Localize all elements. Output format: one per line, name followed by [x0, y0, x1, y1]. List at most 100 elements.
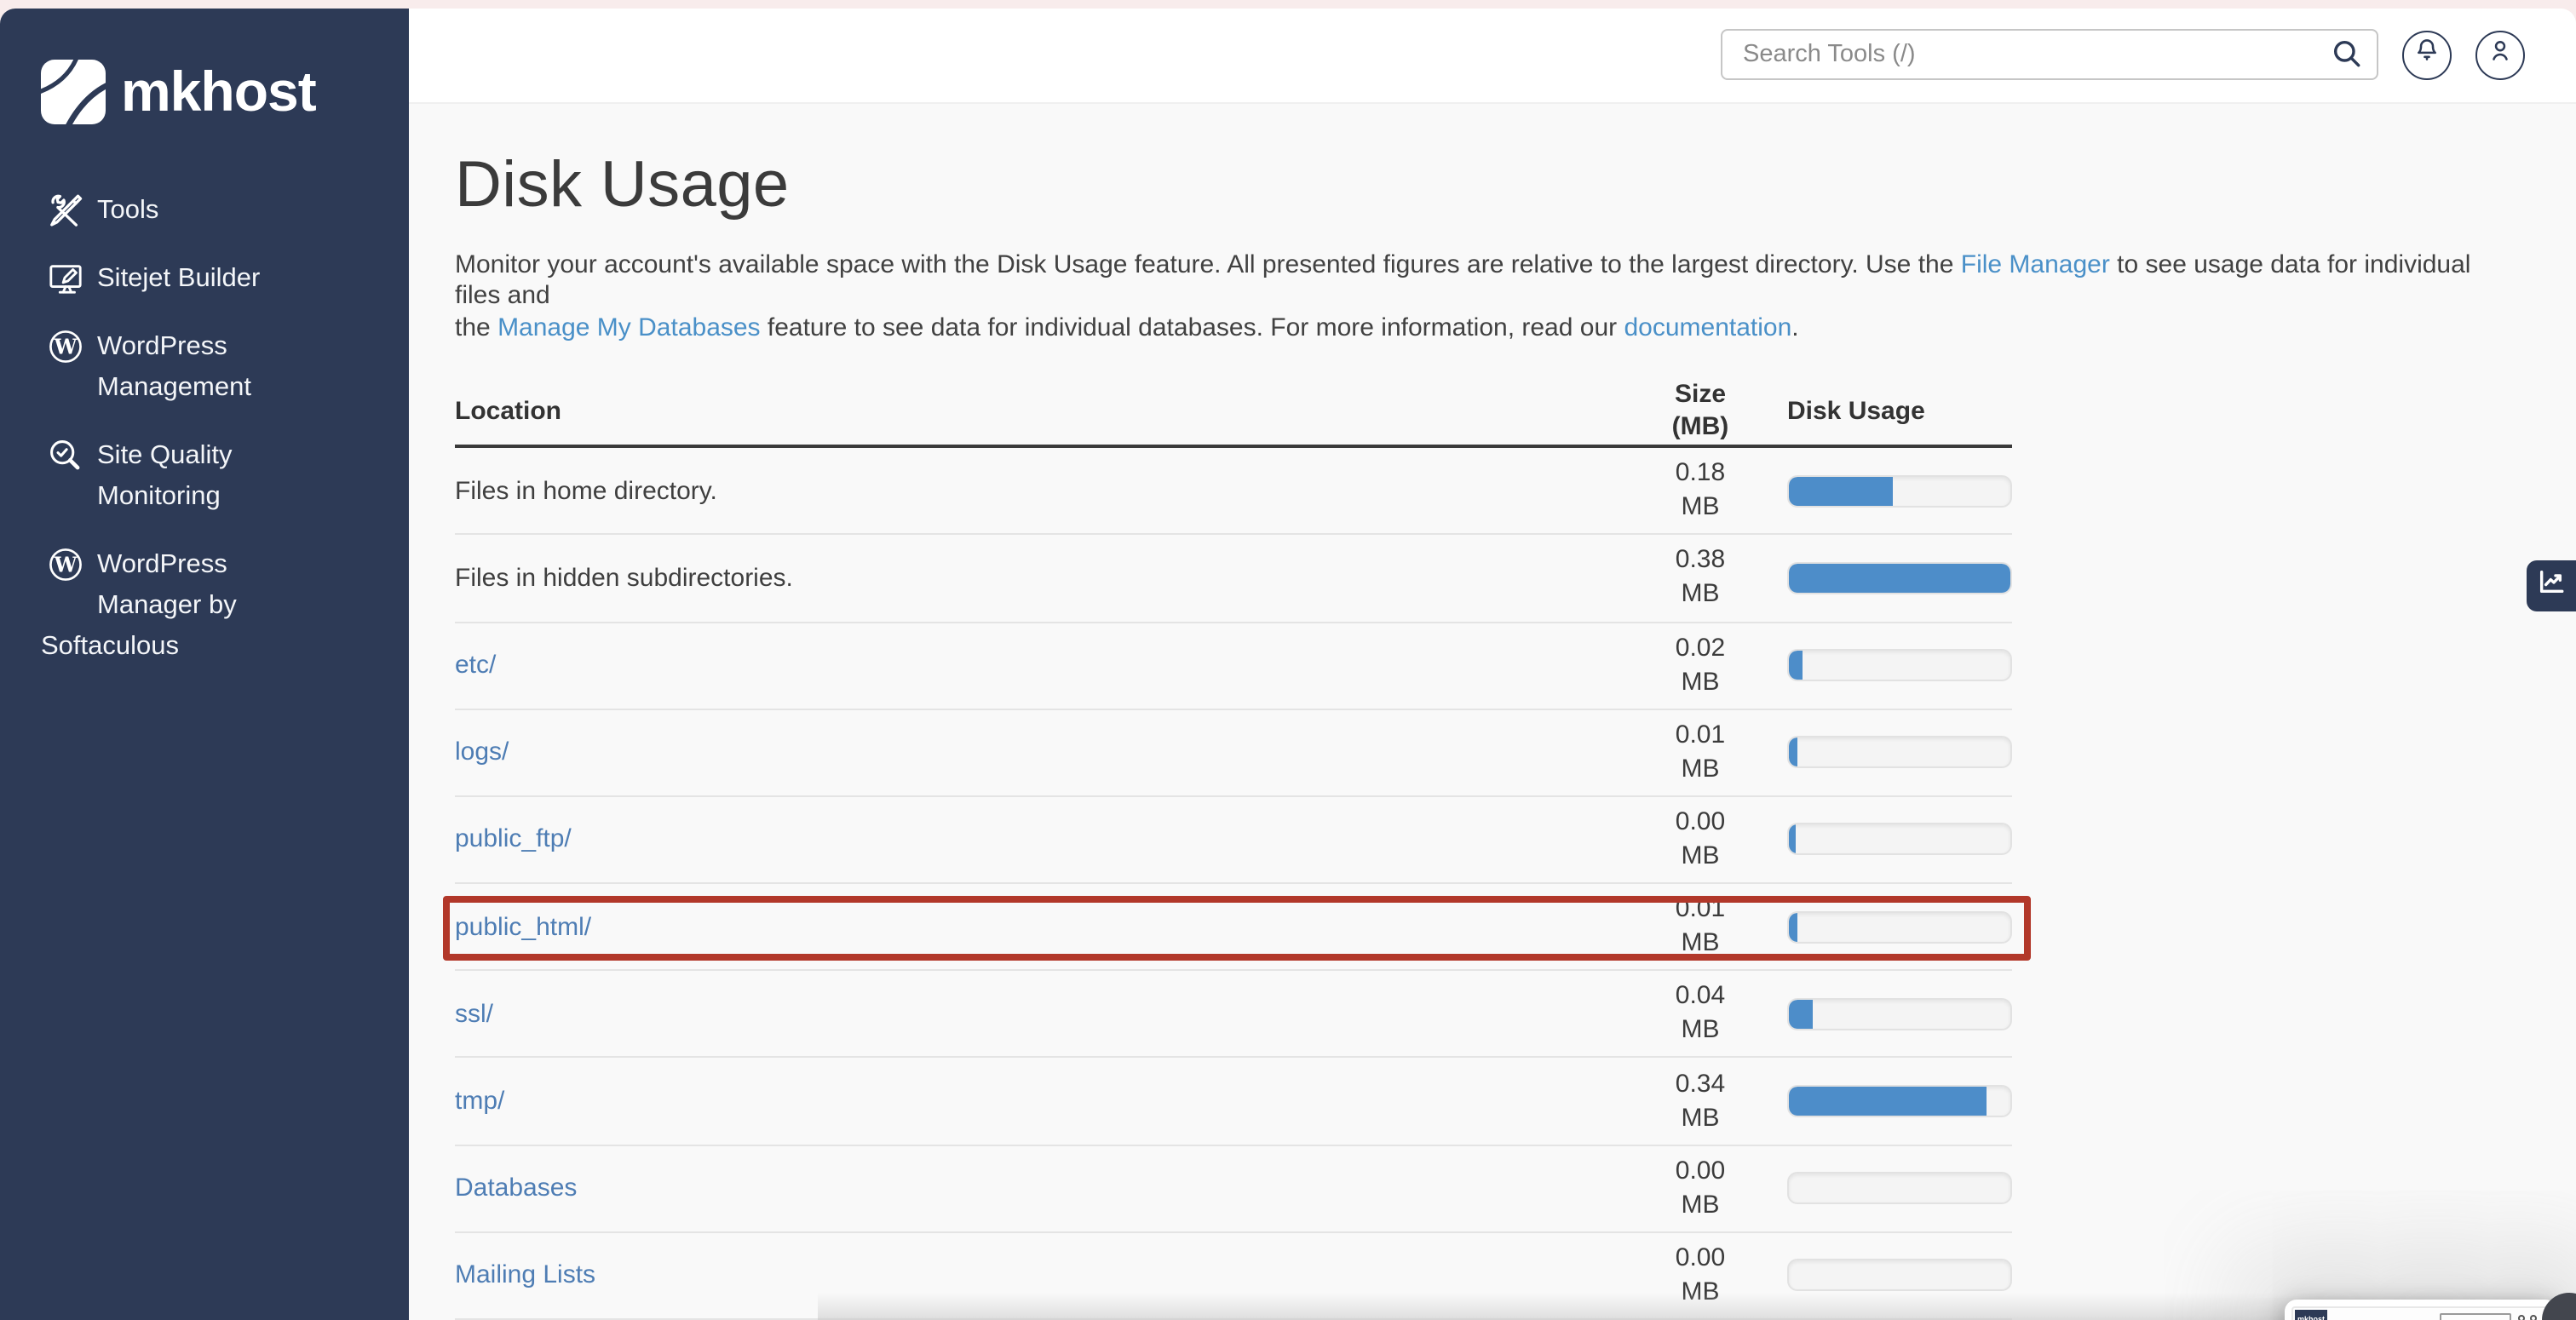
size-value: 0.04 MB	[1675, 981, 1726, 1045]
disk-usage-bar	[1787, 823, 2012, 856]
description-text: feature to see data for individual datab…	[760, 313, 1624, 342]
location-label: Files in home directory.	[455, 476, 717, 506]
size-value: 0.02 MB	[1675, 633, 1726, 697]
metrics-slideout-tab[interactable]	[2527, 560, 2576, 611]
sidebar-item-label: WordPress	[97, 332, 227, 361]
location-link[interactable]: logs/	[455, 737, 509, 767]
location-link[interactable]: public_ftp/	[455, 824, 572, 854]
sidebar-nav: Tools Sitejet Builder W WordPress Managem…	[0, 124, 409, 668]
disk-usage-bar	[1787, 1085, 2012, 1118]
location-link[interactable]: ssl/	[455, 999, 493, 1029]
page-description: Monitor your account's available space w…	[455, 250, 2521, 344]
account-button[interactable]	[2475, 30, 2525, 80]
sidebar-item-sitejet-builder[interactable]: Sitejet Builder	[0, 259, 409, 300]
sidebar-item-label: WordPress	[97, 550, 227, 579]
table-row: public_ftp/ 0.00 MB	[455, 797, 2012, 885]
sidebar-item-label: Tools	[97, 196, 159, 225]
tools-icon	[48, 192, 83, 228]
sidebar-item-label: Softaculous	[41, 632, 179, 661]
brand-name: mkhost	[121, 60, 317, 123]
table-row: logs/ 0.01 MB	[455, 709, 2012, 797]
location-link[interactable]: Mailing Lists	[455, 1260, 596, 1290]
header-size: Size (MB)	[1671, 380, 1729, 442]
disk-usage-fill	[1789, 563, 2010, 593]
doc-link[interactable]: documentation	[1624, 313, 1792, 342]
description-text: the	[455, 313, 498, 342]
site-quality-icon	[48, 438, 83, 473]
sidebar-item-label: Sitejet Builder	[97, 264, 261, 293]
disk-usage-bar	[1787, 997, 2012, 1030]
location-link[interactable]: public_html/	[455, 912, 592, 942]
sidebar-item-site-quality-monitoring[interactable]: Site Quality Monitoring	[0, 436, 409, 518]
sidebar-item-tools[interactable]: Tools	[0, 191, 409, 232]
table-row: etc/ 0.02 MB	[455, 623, 2012, 710]
sidebar-item-label: Management	[97, 373, 251, 402]
disk-usage-bar	[1787, 649, 2012, 682]
description-text: to see usage data for individual files a…	[455, 250, 2471, 311]
user-icon	[2486, 37, 2515, 74]
disk-usage-table: Location Size (MB) Disk Usage Files in h…	[443, 376, 2031, 1320]
table-row: Databases 0.00 MB	[455, 1145, 2012, 1233]
sidebar-item-label: Site Quality	[97, 441, 233, 470]
table-row: Files in home directory. 0.18 MB	[455, 448, 2012, 536]
sitejet-builder-icon	[48, 261, 83, 296]
disk-usage-fill	[1789, 999, 1814, 1029]
table-row: Files in hidden subdirectories. 0.38 MB	[455, 536, 2012, 623]
table-row: tmp/ 0.34 MB	[455, 1059, 2012, 1146]
size-value: 0.34 MB	[1675, 1069, 1726, 1133]
disk-usage-bar	[1787, 561, 2012, 594]
disk-usage-fill	[1789, 651, 1803, 680]
thumbnail-search-bar	[2440, 1313, 2511, 1320]
thumbnail-bell-dot	[2518, 1314, 2525, 1320]
location-link[interactable]: Databases	[455, 1174, 578, 1203]
location-link[interactable]: etc/	[455, 651, 497, 680]
disk-usage-bar	[1787, 474, 2012, 508]
table-body: Files in home directory. 0.18 MB Files in…	[443, 448, 2031, 1320]
sidebar-item-label: Monitoring	[97, 482, 221, 511]
content: Disk Usage Monitor your account's availa…	[409, 103, 2576, 1320]
disk-usage-fill	[1789, 476, 1894, 506]
disk-usage-bar	[1787, 1172, 2012, 1205]
disk-usage-fill	[1789, 1087, 1987, 1116]
thumbnail-user-dot	[2530, 1314, 2537, 1320]
thumbnail-mini-page: mkhost	[2291, 1306, 2550, 1320]
screenshot-preview-thumbnail[interactable]: mkhost	[2285, 1300, 2557, 1320]
wordpress-icon: W	[48, 547, 83, 583]
bell-icon	[2412, 37, 2441, 74]
search-box	[1721, 29, 2378, 81]
brand-logo[interactable]: mkhost	[0, 9, 409, 124]
disk-usage-fill	[1789, 737, 1798, 767]
notifications-button[interactable]	[2402, 30, 2452, 80]
sidebar: mkhost Tools Sitejet Builder W WordPress…	[0, 9, 409, 1320]
size-value: 0.38 MB	[1675, 545, 1726, 609]
thumbnail-brand: mkhost	[2295, 1310, 2327, 1320]
size-value: 0.00 MB	[1675, 1156, 1726, 1220]
header-location: Location	[455, 396, 561, 426]
main-area: Disk Usage Monitor your account's availa…	[409, 9, 2576, 1320]
header-disk-usage: Disk Usage	[1787, 396, 1925, 426]
table-row: public_html/ 0.01 MB	[443, 884, 2031, 972]
sidebar-item-wordpress-management[interactable]: W WordPress Management	[0, 327, 409, 409]
doc-link[interactable]: Manage My Databases	[497, 313, 761, 342]
sidebar-item-wordpress-manager-by-softaculous[interactable]: W WordPress Manager by Softaculous	[0, 545, 409, 668]
bottom-window-edge-shade	[818, 1293, 2576, 1320]
location-link[interactable]: tmp/	[455, 1087, 505, 1116]
svg-text:W: W	[54, 553, 78, 577]
size-value: 0.18 MB	[1675, 458, 1726, 522]
disk-usage-fill	[1789, 824, 1796, 854]
doc-link[interactable]: File Manager	[1960, 250, 2110, 279]
browser-app-window: mkhost Tools Sitejet Builder W WordPress…	[0, 9, 2576, 1320]
metrics-chart-icon	[2537, 567, 2566, 605]
svg-text:W: W	[54, 335, 78, 359]
disk-usage-bar	[1787, 736, 2012, 769]
description-text: Monitor your account's available space w…	[455, 250, 1961, 279]
search-icon[interactable]	[2331, 38, 2363, 71]
sidebar-item-label: Manager by	[97, 591, 237, 620]
size-value: 0.00 MB	[1675, 806, 1726, 870]
table-header-row: Location Size (MB) Disk Usage	[455, 376, 2012, 449]
page-title: Disk Usage	[455, 149, 790, 221]
table-row: ssl/ 0.04 MB	[455, 972, 2012, 1059]
search-input[interactable]	[1721, 29, 2378, 81]
description-text: .	[1791, 313, 1799, 342]
